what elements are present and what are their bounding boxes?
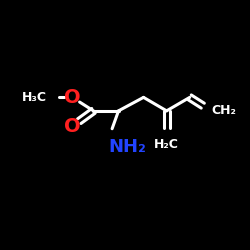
Text: CH₂: CH₂ (211, 104, 236, 117)
Text: H₂C: H₂C (154, 138, 179, 151)
Text: O: O (64, 88, 80, 107)
Text: H₃C: H₃C (22, 91, 47, 104)
Text: O: O (64, 117, 80, 136)
Text: NH₂: NH₂ (109, 138, 147, 156)
